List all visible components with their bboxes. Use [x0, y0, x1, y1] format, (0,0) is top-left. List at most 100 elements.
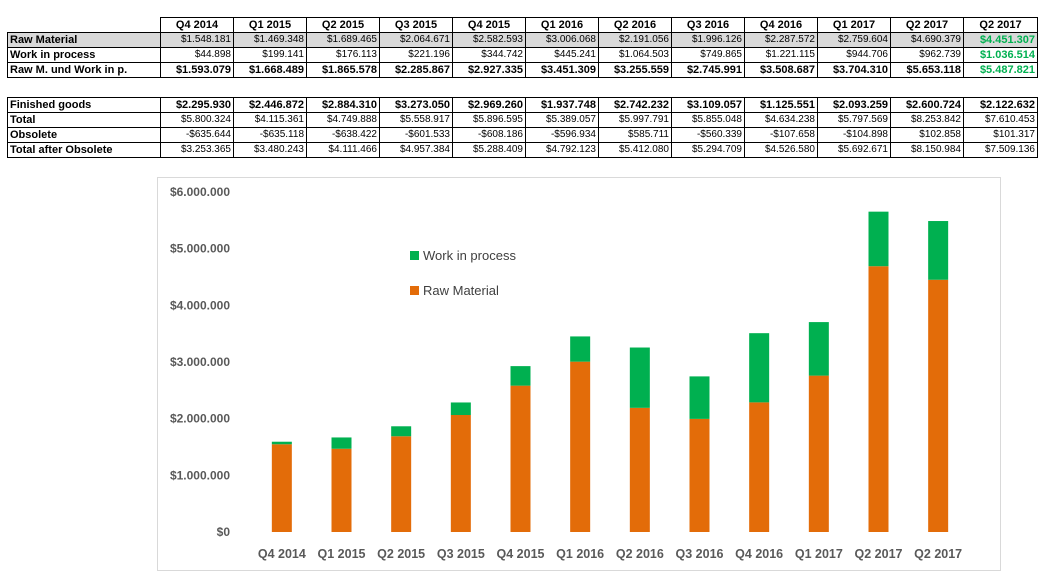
table-cell: -$104.898 — [817, 127, 891, 143]
table-cell: $5.855.048 — [671, 112, 745, 128]
x-tick-label: Q4 2014 — [258, 547, 306, 561]
column-header: Q2 2015 — [306, 17, 380, 33]
bar-work-in-process — [808, 322, 829, 376]
legend-label: Work in process — [423, 248, 516, 263]
table-row: Raw M. und Work in p. $1.593.079 $1.668.48… — [7, 62, 1038, 78]
table-row: Total $5.800.324 $4.115.361 $4.749.888 $5.55… — [7, 112, 1038, 128]
table-cell: $4.115.361 — [233, 112, 307, 128]
table-cell: $2.446.872 — [233, 97, 307, 113]
row-label: Raw Material — [7, 32, 161, 48]
x-tick-label: Q1 2017 — [795, 547, 843, 561]
y-tick-label: $6.000.000 — [170, 185, 230, 199]
table-cell: $1.593.079 — [160, 62, 234, 78]
column-header: Q2 2017 — [890, 17, 964, 33]
column-header: Q1 2016 — [525, 17, 599, 33]
row-label: Obsolete — [7, 127, 161, 143]
table-cell: $3.109.057 — [671, 97, 745, 113]
table-cell: $2.295.930 — [160, 97, 234, 113]
table-cell: $2.064.671 — [379, 32, 453, 48]
table-cell: $4.957.384 — [379, 142, 453, 158]
column-header: Q2 2016 — [598, 17, 672, 33]
bar-work-in-process — [331, 437, 352, 449]
summary-table-top: Q4 2014 Q1 2015 Q2 2015 Q3 2015 Q4 2015 Q1 20… — [7, 17, 1038, 78]
row-label: Raw M. und Work in p. — [7, 62, 161, 78]
table-cell: $2.122.632 — [963, 97, 1038, 113]
table-cell: $2.093.259 — [817, 97, 891, 113]
table-cell: $199.141 — [233, 47, 307, 63]
table-cell: $7.509.136 — [963, 142, 1038, 158]
table-cell: -$608.186 — [452, 127, 526, 143]
stacked-bar-chart: $0 $1.000.000 $2.000.000 $3.000.000 $4.000.0… — [157, 177, 1001, 571]
table-cell: $1.937.748 — [525, 97, 599, 113]
table-cell: $2.742.232 — [598, 97, 672, 113]
column-header: Q4 2015 — [452, 17, 526, 33]
x-tick-label: Q2 2017 — [855, 547, 903, 561]
row-label: Total after Obsolete — [7, 142, 161, 158]
table-cell: $8.253.842 — [890, 112, 964, 128]
table-cell: $101.317 — [963, 127, 1038, 143]
table-cell: $2.600.724 — [890, 97, 964, 113]
table-cell: $2.582.593 — [452, 32, 526, 48]
y-tick-label: $2.000.000 — [170, 412, 230, 426]
row-label: Work in process — [7, 47, 161, 63]
table-cell: -$560.339 — [671, 127, 745, 143]
bar-raw-material — [510, 385, 531, 532]
table-cell: -$107.658 — [744, 127, 818, 143]
table-header-row: Q4 2014 Q1 2015 Q2 2015 Q3 2015 Q4 2015 Q1 20… — [8, 17, 1038, 33]
table-cell: $2.759.604 — [817, 32, 891, 48]
y-tick-label: $1.000.000 — [170, 468, 230, 482]
table-cell: $3.704.310 — [817, 62, 891, 78]
table-cell: $5.896.595 — [452, 112, 526, 128]
bar-raw-material — [331, 448, 352, 532]
table-cell: $1.865.578 — [306, 62, 380, 78]
table-row: Total after Obsolete $3.253.365 $3.480.243… — [7, 142, 1038, 158]
table-cell: $176.113 — [306, 47, 380, 63]
table-cell: $5.797.569 — [817, 112, 891, 128]
y-tick-label: $4.000.000 — [170, 298, 230, 312]
bar-work-in-process — [271, 441, 292, 445]
y-tick-label: $0 — [217, 525, 231, 539]
table-cell: -$635.118 — [233, 127, 307, 143]
legend-swatch — [410, 286, 419, 295]
bar-work-in-process — [868, 211, 889, 267]
bar-raw-material — [450, 415, 471, 532]
table-cell: $4.634.238 — [744, 112, 818, 128]
table-row: Obsolete -$635.644 -$635.118 -$638.422 -$601… — [7, 127, 1038, 143]
table-cell: -$638.422 — [306, 127, 380, 143]
legend-swatch — [410, 251, 419, 260]
bar-raw-material — [570, 361, 591, 532]
table-row: Finished goods $2.295.930 $2.446.872 $2.884… — [7, 97, 1038, 113]
x-tick-label: Q3 2016 — [676, 547, 724, 561]
table-cell: $4.690.379 — [890, 32, 964, 48]
table-cell: -$601.533 — [379, 127, 453, 143]
x-tick-label: Q2 2016 — [616, 547, 664, 561]
table-cell: $3.480.243 — [233, 142, 307, 158]
table-cell: $3.273.050 — [379, 97, 453, 113]
row-label: Finished goods — [7, 97, 161, 113]
table-cell: $4.749.888 — [306, 112, 380, 128]
table-cell: $5.558.917 — [379, 112, 453, 128]
table-cell: $5.487.821 — [963, 62, 1038, 78]
table-row: Raw Material $1.548.181 $1.469.348 $1.689.4… — [7, 32, 1038, 48]
table-cell: $1.469.348 — [233, 32, 307, 48]
table-cell: $1.221.115 — [744, 47, 818, 63]
column-header: Q4 2014 — [160, 17, 234, 33]
table-cell: $3.508.687 — [744, 62, 818, 78]
header-blank-cell — [8, 18, 161, 33]
table-cell: $445.241 — [525, 47, 599, 63]
bar-raw-material — [271, 444, 292, 532]
table-cell: $4.451.307 — [963, 32, 1038, 48]
bar-work-in-process — [450, 402, 471, 416]
table-cell: $2.969.260 — [452, 97, 526, 113]
table-cell: $3.451.309 — [525, 62, 599, 78]
bar-raw-material — [689, 418, 710, 532]
table-cell: $7.610.453 — [963, 112, 1038, 128]
table-cell: $4.792.123 — [525, 142, 599, 158]
table-cell: $102.858 — [890, 127, 964, 143]
table-cell: $4.111.466 — [306, 142, 380, 158]
bar-work-in-process — [749, 333, 770, 403]
x-tick-label: Q2 2015 — [377, 547, 425, 561]
table-cell: $1.996.126 — [671, 32, 745, 48]
chart-svg: $0 $1.000.000 $2.000.000 $3.000.000 $4.000.0… — [170, 185, 962, 561]
column-header: Q3 2015 — [379, 17, 453, 33]
